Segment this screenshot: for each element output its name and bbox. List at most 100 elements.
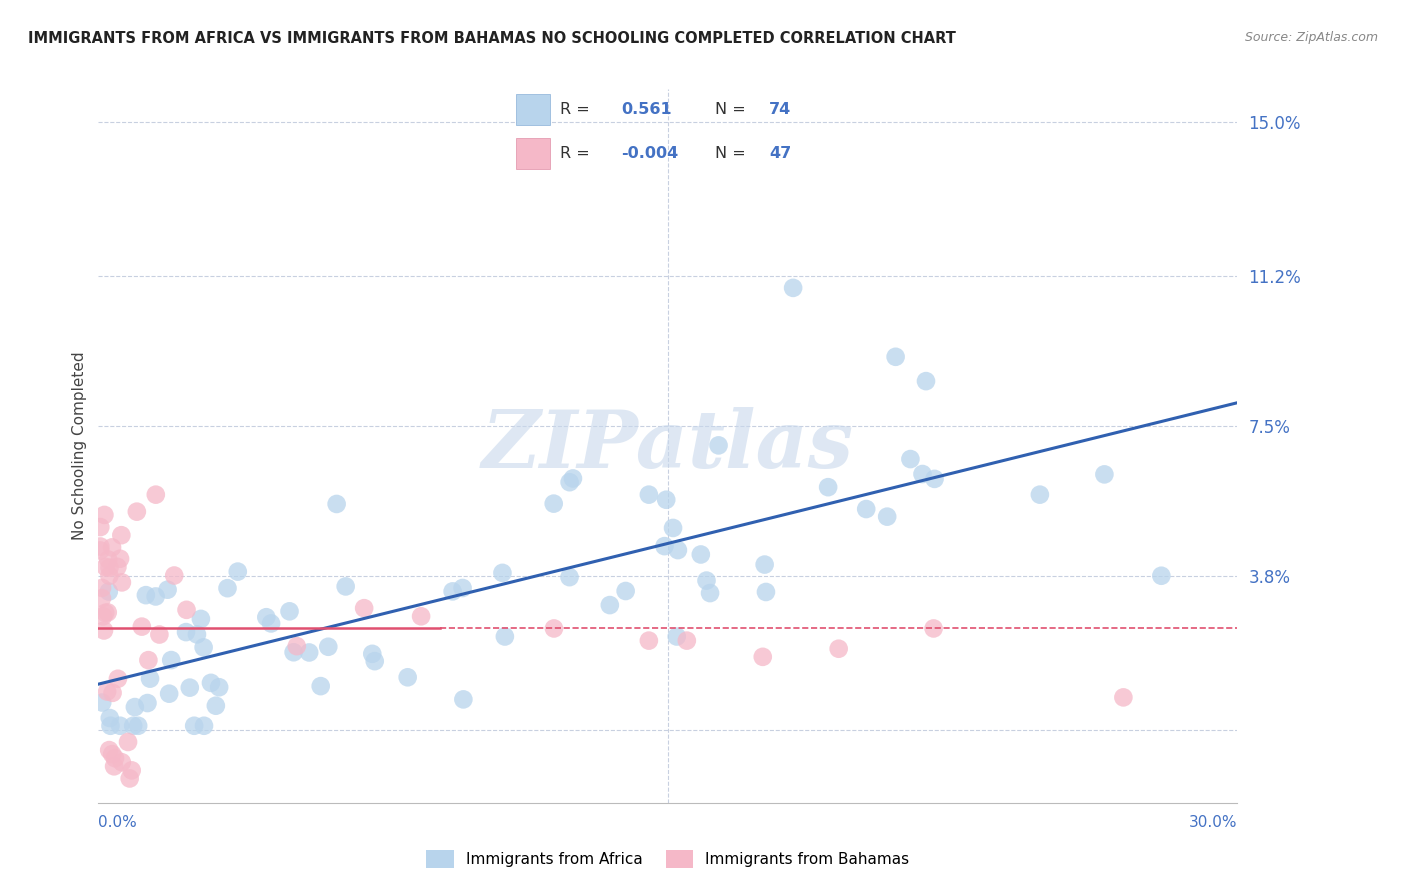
Text: 0.561: 0.561 [621, 102, 672, 117]
Point [441, 584, 464, 599]
Point [93, 624, 115, 638]
Point [157, 687, 180, 701]
Point [654, 539, 676, 553]
Point [163, 568, 186, 582]
Point [160, 653, 183, 667]
Point [662, 521, 685, 535]
FancyBboxPatch shape [516, 95, 550, 125]
Text: R =: R = [560, 146, 591, 161]
Point [125, 505, 148, 519]
Point [107, 672, 129, 686]
Point [451, 581, 474, 595]
Point [98, 560, 121, 574]
Point [543, 497, 565, 511]
Point [361, 647, 384, 661]
Point [1150, 568, 1173, 582]
Point [655, 492, 678, 507]
Point [1112, 690, 1135, 705]
Point [754, 558, 776, 572]
Text: IMMIGRANTS FROM AFRICA VS IMMIGRANTS FROM BAHAMAS NO SCHOOLING COMPLETED CORRELA: IMMIGRANTS FROM AFRICA VS IMMIGRANTS FRO… [28, 31, 956, 46]
Text: 30.0%: 30.0% [1189, 815, 1237, 830]
Point [103, 759, 125, 773]
Point [91, 581, 114, 595]
Point [136, 696, 159, 710]
Text: 74: 74 [769, 102, 792, 117]
Point [278, 604, 301, 618]
Point [614, 584, 637, 599]
Point [676, 633, 699, 648]
Point [689, 548, 711, 562]
Point [828, 641, 851, 656]
Point [316, 640, 339, 654]
Point [491, 566, 513, 580]
Point [107, 560, 129, 574]
Point [335, 579, 357, 593]
Point [121, 764, 143, 778]
Point [104, 751, 127, 765]
Point [782, 281, 804, 295]
Point [283, 645, 305, 659]
Point [131, 619, 153, 633]
Point [98, 568, 121, 582]
Text: ZIPatlas: ZIPatlas [482, 408, 853, 484]
Point [122, 719, 145, 733]
Point [94, 606, 117, 620]
Point [205, 698, 228, 713]
Point [695, 574, 717, 588]
Point [89, 543, 111, 558]
Point [108, 551, 131, 566]
Point [96, 684, 118, 698]
Point [186, 627, 208, 641]
Point [124, 700, 146, 714]
Point [94, 560, 117, 574]
Point [93, 508, 115, 522]
Point [200, 676, 222, 690]
Point [707, 438, 730, 452]
Point [353, 601, 375, 615]
Point [226, 565, 249, 579]
Point [179, 681, 201, 695]
Point [138, 653, 160, 667]
Point [911, 467, 934, 481]
Point [118, 772, 141, 786]
Point [111, 575, 134, 590]
Point [97, 552, 120, 566]
Point [1029, 488, 1052, 502]
Point [558, 570, 581, 584]
Point [855, 502, 877, 516]
Point [924, 472, 946, 486]
Point [453, 692, 475, 706]
Point [260, 616, 283, 631]
Point [183, 719, 205, 733]
Point [193, 640, 215, 655]
Text: 0.0%: 0.0% [98, 815, 138, 830]
Point [174, 625, 197, 640]
Point [110, 528, 132, 542]
Point [190, 612, 212, 626]
Point [638, 633, 661, 648]
Point [91, 696, 114, 710]
Point [411, 609, 433, 624]
Point [1094, 467, 1116, 482]
Point [699, 586, 721, 600]
Point [89, 540, 111, 554]
Point [127, 719, 149, 733]
Point [298, 645, 321, 659]
Point [108, 719, 131, 733]
FancyBboxPatch shape [516, 138, 550, 169]
Point [876, 509, 898, 524]
Point [97, 584, 120, 599]
Point [325, 497, 347, 511]
Legend: Immigrants from Africa, Immigrants from Bahamas: Immigrants from Africa, Immigrants from … [420, 844, 915, 873]
Point [638, 488, 661, 502]
Point [101, 541, 124, 555]
Point [922, 622, 945, 636]
Point [752, 649, 775, 664]
Point [97, 606, 120, 620]
Point [101, 747, 124, 761]
Point [139, 672, 162, 686]
Text: N =: N = [716, 146, 747, 161]
Point [364, 654, 387, 668]
Point [309, 679, 332, 693]
Text: 47: 47 [769, 146, 792, 161]
